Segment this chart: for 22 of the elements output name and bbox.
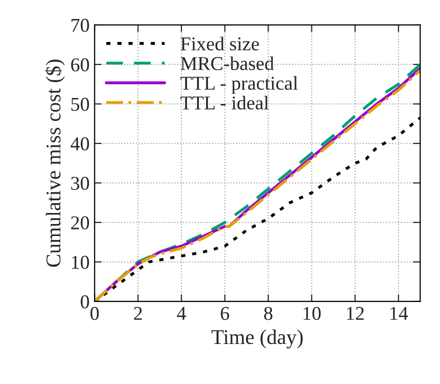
x-tick-label: 10: [304, 306, 321, 320]
y-tick-label: 60: [71, 58, 89, 72]
y-tick-label: 10: [72, 256, 89, 269]
y-tick-label: 20: [71, 216, 89, 230]
y-tick-label: 30: [71, 176, 89, 190]
x-tick-label: 6: [220, 306, 230, 320]
y-tick-label: 0: [80, 295, 89, 308]
legend-label: TTL - practical: [180, 76, 298, 94]
x-tick-label: 14: [390, 306, 408, 320]
legend-label: MRC-based: [180, 56, 274, 70]
x-tick-label: 4: [176, 306, 186, 320]
y-axis-title: Cumulative miss cost ($): [45, 60, 65, 267]
y-tick-label: 70: [72, 18, 89, 32]
x-tick-label: 12: [347, 306, 364, 320]
x-axis-title: Time (day): [212, 329, 303, 348]
x-tick-label: 8: [264, 306, 272, 320]
y-tick-label: 50: [71, 98, 89, 111]
legend-label: TTL - ideal: [180, 96, 269, 110]
legend-label: Fixed size: [180, 36, 259, 50]
y-tick-label: 40: [70, 137, 89, 150]
x-tick-label: 0: [90, 306, 99, 320]
x-tick-label: 2: [134, 306, 142, 320]
